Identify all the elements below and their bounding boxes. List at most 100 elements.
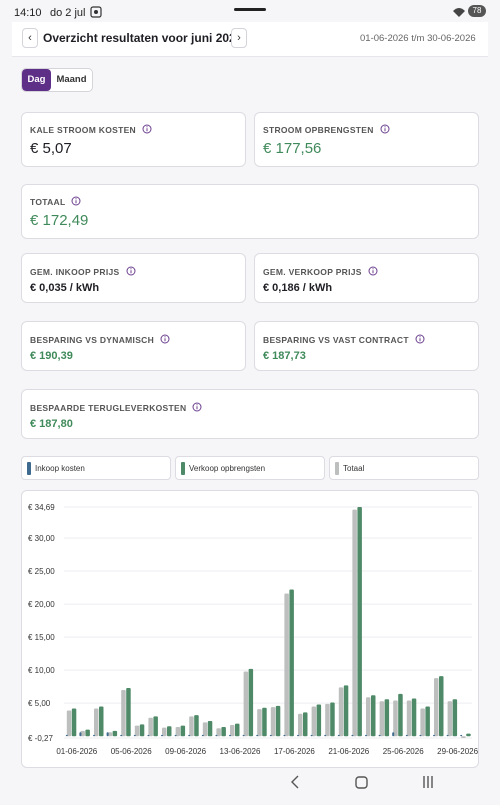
- bar: [452, 699, 458, 737]
- card-label: TOTAAL: [30, 197, 66, 207]
- date: do 2 jul: [50, 7, 86, 19]
- bar: [153, 716, 158, 737]
- stat-card: STROOM OPBRENGSTEN € 177,56: [254, 112, 479, 167]
- card-label: KALE STROOM KOSTEN: [30, 125, 136, 135]
- bar: [107, 732, 113, 737]
- home-button[interactable]: [355, 776, 368, 789]
- bar: [466, 733, 471, 737]
- bar: [112, 730, 118, 737]
- back-button[interactable]: [291, 775, 299, 789]
- info-icon: [380, 124, 390, 134]
- stat-card: GEM. VERKOOP PRIJS € 0,186 / kWh: [254, 253, 479, 303]
- bar: [94, 708, 99, 737]
- bar: [371, 695, 376, 737]
- bar: [221, 726, 226, 737]
- bar: [93, 734, 95, 737]
- toggle-option[interactable]: Maand: [56, 74, 87, 85]
- bar: [188, 734, 191, 737]
- info-circle: [380, 124, 390, 134]
- bar: [289, 589, 294, 737]
- bar: [352, 509, 357, 737]
- bar: [337, 734, 340, 737]
- toggle-option[interactable]: Dag: [22, 69, 51, 91]
- y-tick-label: € -0,27: [28, 734, 53, 743]
- bar: [248, 668, 254, 737]
- bar: [406, 700, 412, 737]
- bar: [133, 734, 136, 737]
- bar: [310, 734, 313, 737]
- bar: [256, 734, 259, 737]
- bar: [366, 697, 371, 737]
- legend-item[interactable]: Inkoop kosten: [21, 456, 171, 480]
- bar: [66, 710, 72, 737]
- status-bar: 14:10 do 2 jul 78: [0, 0, 500, 24]
- bar: [121, 689, 126, 737]
- screenshot-icon: [90, 6, 102, 18]
- bar: [411, 698, 417, 737]
- bar: [215, 734, 218, 737]
- legend-swatch: [27, 462, 31, 475]
- card-label: BESPAARDE TERUGLEVERKOSTEN: [30, 403, 187, 413]
- bar: [343, 685, 349, 737]
- bar: [378, 734, 381, 737]
- bar: [134, 725, 140, 737]
- info-circle: [71, 196, 81, 206]
- bar: [275, 705, 281, 737]
- bar: [439, 676, 444, 737]
- bar: [230, 724, 235, 737]
- bar: [316, 704, 322, 737]
- bar: [270, 707, 276, 737]
- legend-swatch: [335, 462, 339, 475]
- legend-label: Totaal: [343, 464, 365, 473]
- info-icon: [71, 196, 81, 206]
- info-icon: [415, 334, 425, 344]
- legend-label: Inkoop kosten: [35, 464, 85, 473]
- info-circle: [368, 266, 378, 276]
- bar: [351, 734, 354, 737]
- bar: [229, 734, 231, 737]
- recents-button[interactable]: [423, 776, 433, 788]
- legend-item[interactable]: Totaal: [329, 456, 479, 480]
- bar: [167, 726, 172, 737]
- x-tick-label: 01-06-2026: [56, 747, 97, 756]
- wifi-icon: [453, 8, 465, 17]
- y-tick-label: € 5,00: [28, 699, 51, 708]
- bar: [202, 722, 208, 737]
- time: 14:10: [14, 7, 42, 19]
- bar: [379, 701, 385, 737]
- stat-card: BESPAARDE TERUGLEVERKOSTEN € 187,80: [21, 389, 479, 439]
- card-value: € 187,73: [263, 350, 306, 362]
- bar: [447, 701, 453, 737]
- bar: [189, 716, 194, 737]
- stat-card: GEM. INKOOP PRIJS € 0,035 / kWh: [21, 253, 246, 303]
- prev-button[interactable]: ‹: [22, 28, 38, 48]
- bar: [298, 713, 303, 737]
- bar: [262, 707, 267, 737]
- card-label: BESPARING VS DYNAMISCH: [30, 335, 155, 345]
- bar: [201, 734, 204, 737]
- bar: [434, 678, 439, 737]
- bar: [460, 734, 463, 737]
- bar: [243, 671, 249, 737]
- card-value: € 187,80: [30, 418, 73, 430]
- legend-item[interactable]: Verkoop opbrengsten: [175, 456, 325, 480]
- bar: [71, 708, 77, 737]
- nav-icons: [291, 775, 433, 789]
- bar: [180, 725, 186, 737]
- info-icon: [160, 334, 170, 344]
- bar: [126, 687, 131, 737]
- next-button[interactable]: ›: [231, 28, 247, 48]
- card-value: € 0,035 / kWh: [30, 282, 100, 294]
- bar: [446, 734, 449, 737]
- x-tick-label: 05-06-2026: [111, 747, 152, 756]
- bar: [216, 728, 221, 737]
- header-title: Overzicht resultaten voor juni 2026: [43, 31, 243, 45]
- bar: [175, 726, 181, 737]
- info-dot: [130, 268, 132, 270]
- bar: [257, 709, 262, 737]
- info-dot: [75, 198, 77, 200]
- bar: [284, 593, 289, 737]
- info-icon: [192, 402, 202, 412]
- legend-label: Verkoop opbrengsten: [189, 464, 266, 473]
